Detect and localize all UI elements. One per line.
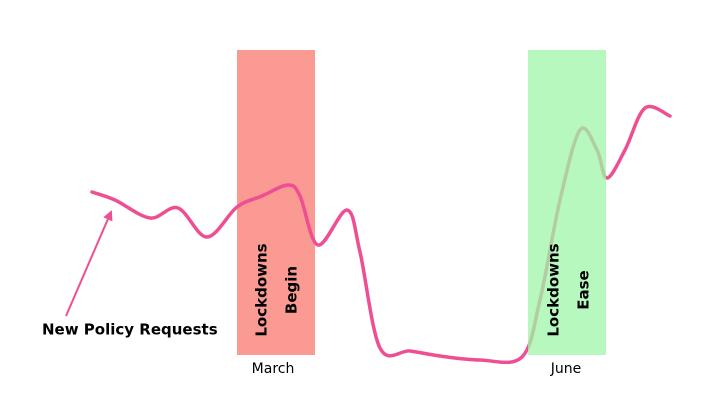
band-text: Ease [575, 270, 593, 309]
band-text-group: Lockdowns [253, 243, 271, 336]
band-text-group: Begin [283, 266, 301, 314]
band-text-group: Lockdowns [545, 243, 563, 336]
month-label: March [252, 361, 295, 377]
ease-band [528, 50, 606, 355]
band-text-group: Ease [575, 270, 593, 309]
series-label: New Policy Requests [42, 321, 218, 339]
band-text: Begin [283, 266, 301, 314]
band-text: Lockdowns [545, 243, 563, 336]
month-label: June [550, 361, 582, 377]
band-text: Lockdowns [253, 243, 271, 336]
pointer-arrow [65, 210, 113, 317]
